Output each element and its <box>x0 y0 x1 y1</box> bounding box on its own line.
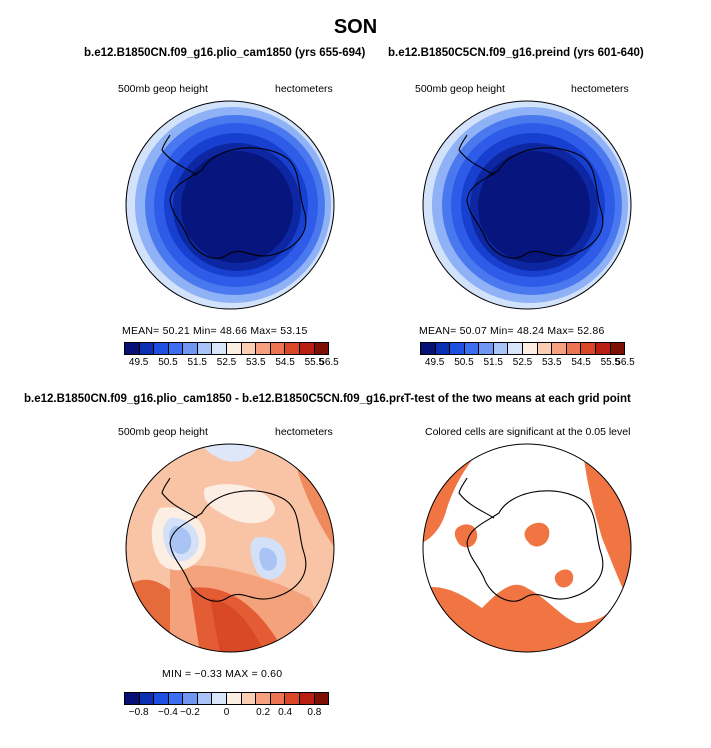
colorbar-diff-swatch <box>212 693 228 704</box>
colorbar-plio-swatch <box>168 343 184 354</box>
colorbar-preind-swatch <box>435 343 451 354</box>
colorbar-plio-swatch <box>212 343 228 354</box>
colorbar-plio-swatches <box>124 342 329 355</box>
colorbar-plio-swatch <box>139 343 155 354</box>
colorbar-preind-swatch <box>595 343 611 354</box>
panel-ttest-subtitle: Colored cells are significant at the 0.0… <box>425 426 631 438</box>
colorbar-preind: 49.5 50.5 51.5 52.5 53.5 54.5 55.5 56.5 <box>420 342 635 368</box>
panel-ttest-map <box>422 443 632 653</box>
colorbar-preind-swatch <box>581 343 596 354</box>
colorbar-plio: 49.5 50.5 51.5 52.5 53.5 54.5 55.5 56.5 <box>124 342 339 368</box>
colorbar-preind-tick-label: 49.5 <box>424 357 445 368</box>
colorbar-preind-tick-label: 50.5 <box>454 357 474 368</box>
colorbar-plio-swatch <box>227 343 242 354</box>
colorbar-preind-tick-label: 51.5 <box>483 357 503 368</box>
panel-plio-title: b.e12.B1850CN.f09_g16.plio_cam1850 (yrs … <box>84 47 366 59</box>
colorbar-diff-swatch <box>314 693 329 704</box>
panel-diff-stats: MIN = −0.33 MAX = 0.60 <box>162 668 283 680</box>
colorbar-plio-tick-label: 56.5 <box>319 357 339 368</box>
colorbar-plio-tick-label: 54.5 <box>275 357 295 368</box>
panel-preind-units: hectometers <box>571 83 629 95</box>
colorbar-plio-swatch <box>285 343 300 354</box>
colorbar-plio-swatch <box>154 343 169 354</box>
colorbar-diff-swatch <box>285 693 300 704</box>
colorbar-preind-tick-label: 53.5 <box>542 357 562 368</box>
colorbar-preind-swatch <box>537 343 553 354</box>
colorbar-diff-swatch <box>197 693 213 704</box>
colorbar-diff-tick-label: 0 <box>223 707 230 718</box>
colorbar-plio-swatch <box>256 343 271 354</box>
colorbar-preind-swatch <box>421 343 436 354</box>
colorbar-diff-tick-label: 0.2 <box>256 707 271 718</box>
colorbar-diff-swatch <box>168 693 184 704</box>
panel-preind-title: b.e12.B1850C5CN.f09_g16.preind (yrs 601-… <box>388 47 644 59</box>
colorbar-preind-tick-label: 56.5 <box>615 357 635 368</box>
colorbar-diff-swatch <box>227 693 242 704</box>
colorbar-preind-swatch <box>566 343 582 354</box>
panel-plio-variable: 500mb geop height <box>118 83 208 95</box>
panel-diff-variable: 500mb geop height <box>118 426 208 438</box>
colorbar-preind-swatch <box>552 343 567 354</box>
colorbar-plio-swatch <box>270 343 286 354</box>
colorbar-preind-swatch <box>464 343 480 354</box>
colorbar-diff-swatch <box>270 693 286 704</box>
colorbar-plio-swatch <box>314 343 329 354</box>
panel-diff-units: hectometers <box>275 426 333 438</box>
panel-preind-variable: 500mb geop height <box>415 83 505 95</box>
colorbar-preind-tick-label: 54.5 <box>571 357 591 368</box>
colorbar-plio-swatch <box>125 343 140 354</box>
colorbar-plio-swatch <box>241 343 257 354</box>
colorbar-diff-swatch <box>299 693 315 704</box>
colorbar-plio-swatch <box>183 343 198 354</box>
colorbar-preind-tick-label: 52.5 <box>512 357 533 368</box>
colorbar-diff-tick-label: −0.4 <box>158 707 178 718</box>
colorbar-diff: −0.8 −0.4 −0.2 0 0.2 0.4 0.8 <box>124 692 329 718</box>
colorbar-diff-swatch <box>139 693 155 704</box>
colorbar-plio-swatch <box>299 343 315 354</box>
colorbar-preind-tick-label: 55.5 <box>600 357 621 368</box>
colorbar-preind-swatch <box>493 343 509 354</box>
colorbar-diff-tick-label: −0.2 <box>180 707 200 718</box>
colorbar-plio-swatch <box>197 343 213 354</box>
colorbar-diff-swatches <box>124 692 329 705</box>
panel-plio-map <box>125 100 335 310</box>
colorbar-plio-tick-label: 50.5 <box>158 357 178 368</box>
colorbar-plio-tick-label: 49.5 <box>128 357 149 368</box>
colorbar-plio-tick-label: 51.5 <box>187 357 207 368</box>
colorbar-preind-swatch <box>450 343 465 354</box>
colorbar-diff-tick-label: 0.4 <box>278 707 293 718</box>
figure-title: SON <box>333 16 378 38</box>
colorbar-preind-swatch <box>523 343 538 354</box>
colorbar-diff-swatch <box>256 693 271 704</box>
colorbar-plio-tick-label: 55.5 <box>304 357 325 368</box>
colorbar-preind-swatch <box>610 343 625 354</box>
colorbar-plio-tick-label: 53.5 <box>246 357 266 368</box>
colorbar-preind-swatch <box>508 343 524 354</box>
panel-preind-map <box>422 100 632 310</box>
panel-diff-title: b.e12.B1850CN.f09_g16.plio_cam1850 - b.e… <box>24 393 404 405</box>
colorbar-diff-swatch <box>241 693 257 704</box>
colorbar-diff-swatch <box>154 693 169 704</box>
panel-diff-map <box>125 443 335 653</box>
panel-ttest-title: T-test of the two means at each grid poi… <box>404 393 631 405</box>
colorbar-diff-swatch <box>125 693 140 704</box>
panel-plio-units: hectometers <box>275 83 333 95</box>
panel-plio-stats: MEAN= 50.21 Min= 48.66 Max= 53.15 <box>122 325 308 337</box>
colorbar-preind-swatches <box>420 342 625 355</box>
colorbar-diff-swatch <box>183 693 198 704</box>
colorbar-preind-swatch <box>479 343 494 354</box>
colorbar-diff-tick-label: −0.8 <box>128 707 149 718</box>
panel-preind-stats: MEAN= 50.07 Min= 48.24 Max= 52.86 <box>419 325 605 337</box>
colorbar-diff-tick-label: 0.8 <box>307 707 322 718</box>
colorbar-plio-tick-label: 52.5 <box>216 357 237 368</box>
